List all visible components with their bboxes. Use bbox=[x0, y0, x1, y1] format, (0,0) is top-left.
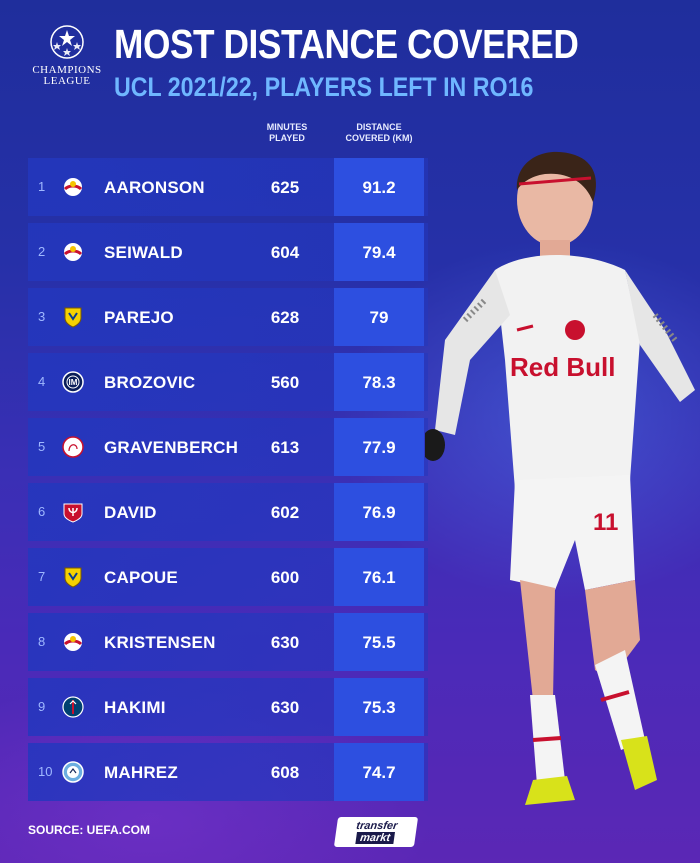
minutes-played: 604 bbox=[270, 243, 300, 262]
table-row: 8 KRISTENSEN 630 75.5 bbox=[28, 613, 428, 671]
minutes-played: 600 bbox=[270, 568, 300, 587]
distance-value: 74.7 bbox=[362, 763, 396, 782]
player-name: GRAVENBERCH bbox=[104, 438, 239, 457]
player-name: BROZOVIC bbox=[104, 373, 196, 392]
distance-cell: 76.9 bbox=[334, 483, 424, 541]
rank-number: 10 bbox=[38, 764, 53, 779]
mancity-icon bbox=[61, 760, 85, 784]
player-illustration: Red Bull 11 bbox=[425, 151, 695, 805]
rank-number: 6 bbox=[38, 504, 46, 519]
player-name: PAREJO bbox=[104, 308, 174, 327]
minutes-played: 608 bbox=[270, 763, 300, 782]
distance-cell: 74.7 bbox=[334, 743, 424, 801]
column-header-minutes: MINUTES PLAYED bbox=[258, 122, 316, 144]
psg-icon bbox=[61, 695, 85, 719]
distance-value: 78.3 bbox=[362, 373, 396, 392]
player-name: HAKIMI bbox=[104, 698, 166, 717]
player-name: KRISTENSEN bbox=[104, 633, 216, 652]
distance-value: 75.5 bbox=[362, 633, 396, 652]
villarreal-icon bbox=[61, 565, 85, 589]
player-name: MAHREZ bbox=[104, 763, 178, 782]
svg-text:IM: IM bbox=[69, 378, 78, 387]
rank-number: 2 bbox=[38, 244, 46, 259]
salzburg-icon bbox=[61, 175, 85, 199]
distance-cell: 79.4 bbox=[334, 223, 424, 281]
source-label: SOURCE: UEFA.COM bbox=[28, 823, 151, 837]
rank-number: 7 bbox=[38, 569, 46, 584]
rank-number: 9 bbox=[38, 699, 46, 714]
column-header-minutes-label: MINUTES PLAYED bbox=[266, 122, 308, 143]
salzburg-icon bbox=[61, 240, 85, 264]
minutes-played: 628 bbox=[270, 308, 300, 327]
table-row: 1 AARONSON 625 91.2 bbox=[28, 158, 428, 216]
distance-cell: 77.9 bbox=[334, 418, 424, 476]
player-name: SEIWALD bbox=[104, 243, 183, 262]
rank-number: 5 bbox=[38, 439, 46, 454]
distance-value: 76.1 bbox=[362, 568, 396, 587]
villarreal-icon bbox=[61, 305, 85, 329]
table-row: 3 PAREJO 628 79 bbox=[28, 288, 428, 346]
page-title: MOST DISTANCE COVERED bbox=[114, 21, 579, 67]
distance-value: 79 bbox=[369, 308, 389, 327]
distance-cell: 78.3 bbox=[334, 353, 424, 411]
player-name: DAVID bbox=[104, 503, 157, 522]
distance-cell: 75.3 bbox=[334, 678, 424, 736]
transfermarkt-logo: transfer markt bbox=[333, 817, 419, 847]
minutes-played: 613 bbox=[270, 438, 300, 457]
rank-number: 8 bbox=[38, 634, 46, 649]
distance-cell: 75.5 bbox=[334, 613, 424, 671]
logo-text-league: LEAGUE bbox=[43, 75, 91, 87]
table-row: 4 IM BROZOVIC 560 78.3 bbox=[28, 353, 428, 411]
svg-text:11: 11 bbox=[593, 509, 618, 536]
starball-icon bbox=[50, 25, 84, 59]
table-row: 10 MAHREZ 608 74.7 bbox=[28, 743, 428, 801]
distance-value: 75.3 bbox=[362, 698, 396, 717]
distance-value: 79.4 bbox=[362, 243, 396, 262]
distance-value: 91.2 bbox=[362, 178, 396, 197]
ranking-table: 1 AARONSON 625 91.2 2 SEIWALD 604 79.4 3 PAREJO 62… bbox=[28, 158, 428, 808]
lille-icon bbox=[61, 500, 85, 524]
column-header-distance: DISTANCE COVERED (KM) bbox=[334, 122, 424, 144]
minutes-played: 560 bbox=[270, 373, 300, 392]
player-name: CAPOUE bbox=[104, 568, 178, 587]
champions-league-logo: CHAMPIONS LEAGUE bbox=[28, 20, 106, 100]
table-row: 2 SEIWALD 604 79.4 bbox=[28, 223, 428, 281]
minutes-played: 625 bbox=[270, 178, 300, 197]
minutes-played: 602 bbox=[270, 503, 300, 522]
transfermarkt-logo-line1: transfer bbox=[355, 820, 399, 832]
table-row: 5 GRAVENBERCH 613 77.9 bbox=[28, 418, 428, 476]
page-subtitle: UCL 2021/22, PLAYERS LEFT IN RO16 bbox=[114, 72, 534, 102]
rank-number: 3 bbox=[38, 309, 46, 324]
inter-icon: IM bbox=[61, 370, 85, 394]
ajax-icon bbox=[61, 435, 85, 459]
rank-number: 4 bbox=[38, 374, 46, 389]
player-name: AARONSON bbox=[104, 178, 205, 197]
distance-value: 77.9 bbox=[362, 438, 396, 457]
svg-text:Red Bull: Red Bull bbox=[510, 352, 615, 382]
table-row: 6 DAVID 602 76.9 bbox=[28, 483, 428, 541]
distance-cell: 76.1 bbox=[334, 548, 424, 606]
table-row: 9 HAKIMI 630 75.3 bbox=[28, 678, 428, 736]
distance-cell: 79 bbox=[334, 288, 424, 346]
salzburg-icon bbox=[61, 630, 85, 654]
table-row: 7 CAPOUE 600 76.1 bbox=[28, 548, 428, 606]
rank-number: 1 bbox=[38, 179, 46, 194]
column-header-distance-label: DISTANCE COVERED (KM) bbox=[345, 122, 413, 143]
transfermarkt-logo-line2: markt bbox=[355, 832, 395, 844]
minutes-played: 630 bbox=[270, 698, 300, 717]
logo-text-champions: CHAMPIONS bbox=[32, 64, 102, 76]
minutes-played: 630 bbox=[270, 633, 300, 652]
distance-value: 76.9 bbox=[362, 503, 396, 522]
distance-cell: 91.2 bbox=[334, 158, 424, 216]
